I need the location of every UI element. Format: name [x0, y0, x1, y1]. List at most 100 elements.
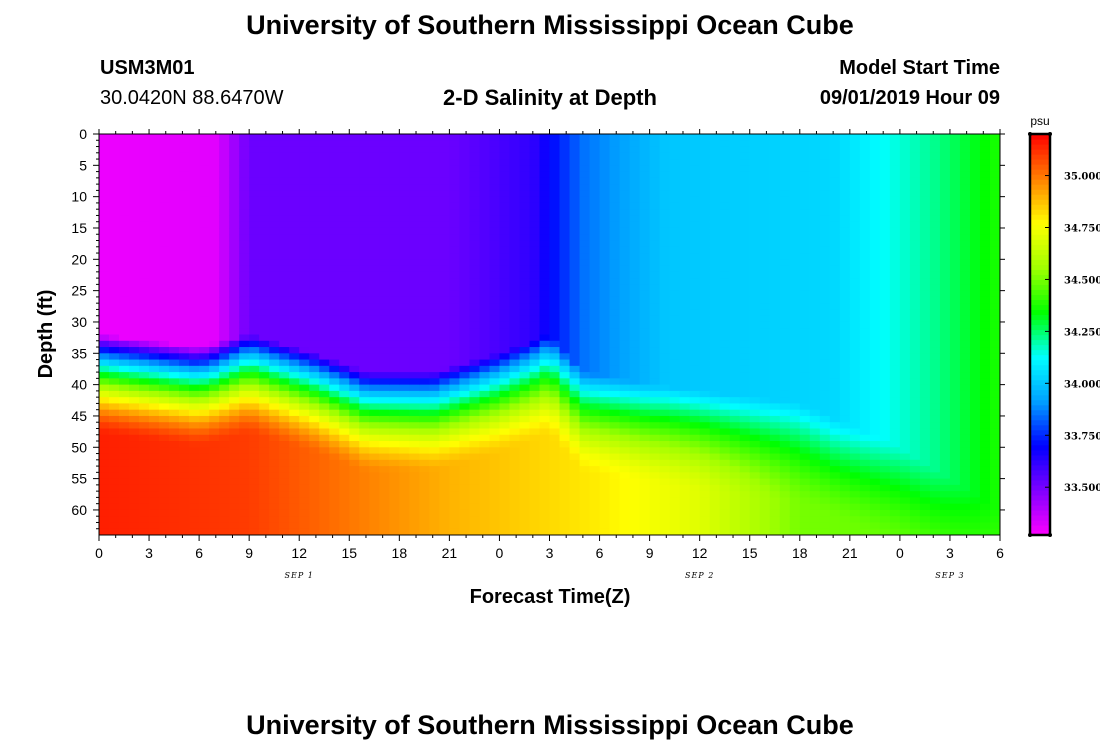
heatmap-cell [859, 240, 871, 248]
heatmap-cell [319, 497, 330, 505]
heatmap-cell [279, 227, 290, 235]
heatmap-cell [549, 516, 561, 524]
heatmap-cell [259, 184, 270, 191]
heatmap-cell [659, 497, 671, 505]
heatmap-cell [739, 296, 751, 304]
heatmap-cell [599, 221, 611, 229]
heatmap-cell [439, 271, 450, 279]
heatmap-cell [529, 365, 541, 373]
heatmap-cell [809, 290, 821, 298]
heatmap-cell [419, 340, 430, 348]
heatmap-cell [109, 303, 120, 311]
heatmap-cell [119, 271, 130, 279]
heatmap-cell [779, 484, 791, 492]
heatmap-cell [379, 253, 390, 260]
heatmap-cell [199, 522, 210, 530]
heatmap-cell [489, 159, 501, 166]
heatmap-cell [869, 334, 881, 342]
heatmap-cell [579, 253, 591, 260]
heatmap-cell [589, 334, 601, 342]
heatmap-cell [539, 516, 551, 524]
heatmap-cell [559, 246, 571, 254]
heatmap-cell [269, 221, 280, 229]
heatmap-cell [429, 202, 440, 210]
heatmap-cell [609, 422, 621, 430]
heatmap-cell [209, 202, 220, 210]
heatmap-cell [599, 234, 611, 242]
heatmap-cell [239, 372, 250, 379]
heatmap-cell [279, 447, 290, 455]
heatmap-cell [649, 422, 661, 430]
heatmap-cell [269, 165, 280, 173]
heatmap-cell [379, 472, 390, 480]
heatmap-cell [619, 202, 631, 210]
heatmap-cell [829, 246, 841, 254]
heatmap-cell [529, 353, 541, 361]
heatmap-cell [609, 384, 621, 392]
heatmap-cell [539, 190, 551, 198]
heatmap-cell [279, 303, 290, 311]
heatmap-cell [739, 146, 751, 154]
heatmap-cell [499, 202, 511, 210]
heatmap-cell [469, 165, 481, 173]
heatmap-cell [679, 290, 691, 298]
heatmap-cell [639, 165, 651, 173]
heatmap-cell [329, 472, 340, 480]
heatmap-cell [239, 434, 250, 442]
heatmap-cell [719, 384, 731, 392]
heatmap-cell [299, 215, 310, 223]
heatmap-cell [729, 409, 741, 417]
heatmap-cell [349, 347, 360, 354]
heatmap-cell [559, 497, 571, 505]
heatmap-cell [819, 397, 831, 405]
heatmap-cell [679, 321, 691, 329]
heatmap-cell [219, 491, 230, 499]
heatmap-cell [859, 315, 871, 323]
heatmap-cell [489, 296, 501, 304]
heatmap-cell [629, 434, 641, 442]
heatmap-cell [729, 240, 741, 248]
heatmap-cell [379, 259, 390, 267]
heatmap-cell [559, 284, 571, 292]
heatmap-cell [559, 265, 571, 273]
heatmap-cell [369, 516, 380, 524]
heatmap-cell [659, 478, 671, 486]
heatmap-cell [669, 253, 681, 260]
heatmap-cell [739, 428, 751, 436]
heatmap-cell [249, 215, 260, 223]
heatmap-cell [409, 146, 420, 154]
heatmap-cell [509, 397, 521, 405]
heatmap-cell [769, 484, 781, 492]
heatmap-cell [489, 390, 501, 398]
heatmap-cell [679, 409, 691, 417]
heatmap-cell [129, 334, 140, 342]
heatmap-cell [839, 171, 851, 179]
heatmap-cell [409, 447, 420, 455]
heatmap-cell [839, 472, 851, 480]
heatmap-cell [109, 340, 120, 348]
heatmap-cell [149, 221, 160, 229]
heatmap-cell [429, 447, 440, 455]
heatmap-cell [749, 259, 761, 267]
heatmap-cell [769, 259, 781, 267]
heatmap-cell [449, 334, 460, 342]
heatmap-cell [729, 347, 741, 354]
heatmap-cell [859, 152, 871, 160]
heatmap-cell [279, 246, 290, 254]
heatmap-cell [549, 522, 561, 530]
heatmap-cell [189, 315, 200, 323]
heatmap-cell [559, 509, 571, 517]
heatmap-cell [459, 171, 471, 179]
heatmap-cell [839, 284, 851, 292]
heatmap-cell [629, 340, 641, 348]
heatmap-cell [159, 459, 170, 467]
heatmap-cell [729, 271, 741, 279]
heatmap-cell [219, 409, 230, 417]
heatmap-cell [229, 202, 240, 210]
heatmap-cell [779, 397, 791, 405]
heatmap-cell [259, 284, 270, 292]
heatmap-cell [319, 372, 330, 379]
heatmap-cell [239, 309, 250, 317]
heatmap-cell [679, 365, 691, 373]
heatmap-cell [229, 390, 240, 398]
